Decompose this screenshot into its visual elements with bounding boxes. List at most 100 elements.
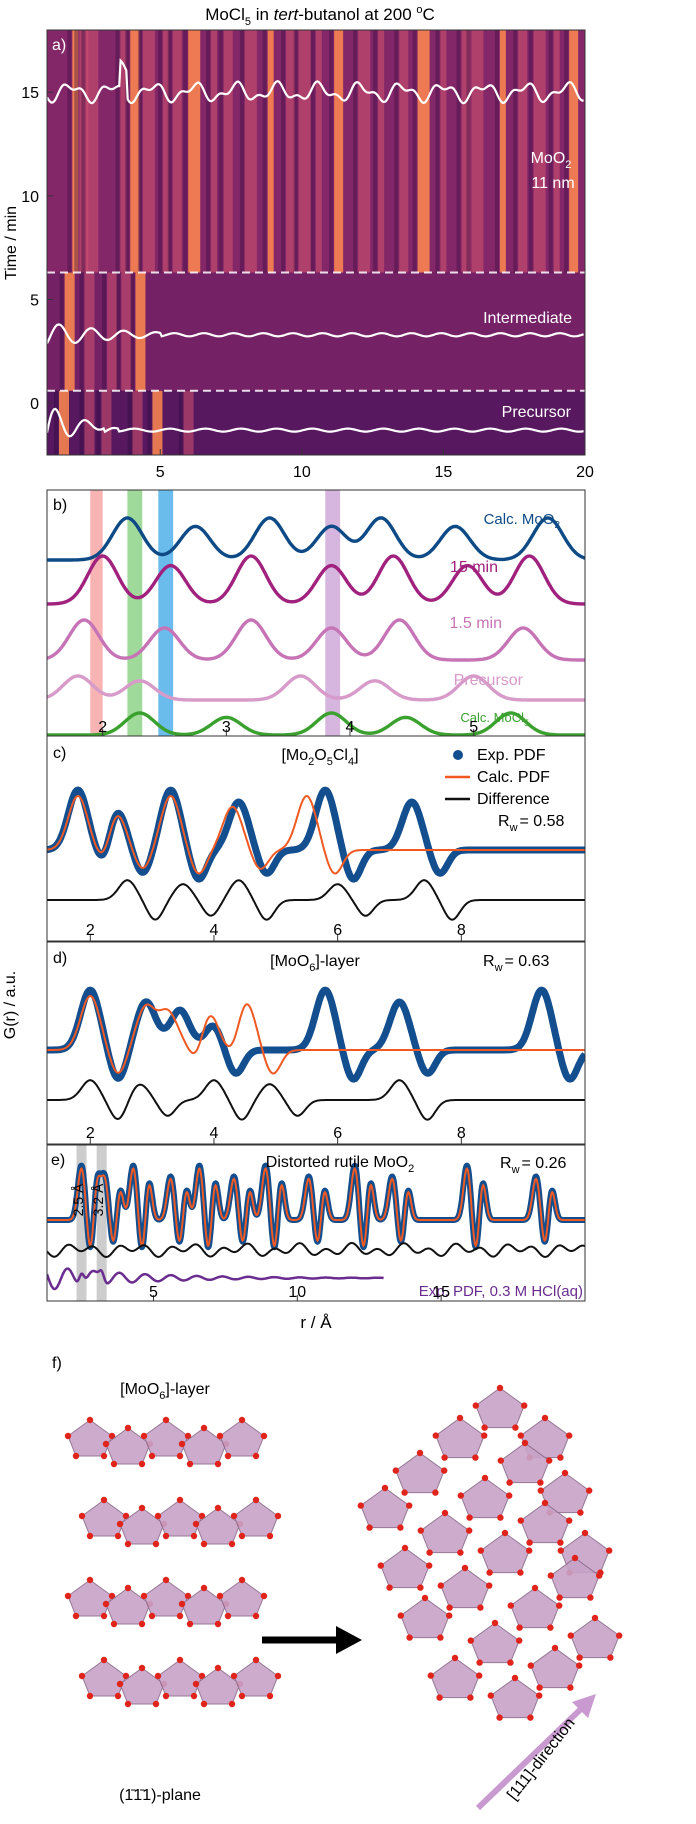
annotation-intermediate: Intermediate — [483, 310, 572, 327]
oxygen-atom — [476, 1672, 483, 1679]
curve-calc-moo2 — [47, 516, 585, 562]
oxygen-atom — [192, 1520, 200, 1528]
intensity-trough — [353, 30, 358, 273]
intensity-stripe — [101, 390, 112, 455]
intensity-trough — [329, 30, 334, 273]
oxygen-atom — [436, 1694, 443, 1701]
oxygen-atom — [72, 1612, 80, 1620]
intensity-stripe — [244, 30, 257, 273]
mo-octahedron — [143, 1419, 189, 1457]
panel-c-title: [Mo2O5Cl4] — [281, 747, 358, 768]
oxygen-atom — [506, 1479, 513, 1486]
oxygen-atom — [238, 1576, 246, 1584]
curve-exp-pdf — [47, 986, 585, 1083]
oxygen-atom — [186, 1620, 194, 1628]
intensity-stripe — [120, 30, 127, 273]
intensity-trough — [206, 30, 211, 273]
oxygen-atom — [476, 1659, 483, 1666]
oxygen-atom — [531, 1584, 539, 1592]
oxygen-atom — [154, 1672, 162, 1680]
oxygen-atom — [457, 1549, 464, 1556]
oxygen-atom — [86, 1576, 94, 1584]
oxygen-atom — [122, 1672, 130, 1680]
heatmap-overlays — [47, 58, 585, 438]
oxygen-atom — [148, 1452, 156, 1460]
intensity-stripe — [569, 30, 579, 273]
intensity-trough — [528, 30, 533, 273]
oxygen-atom — [238, 1532, 246, 1540]
plane-label: (1̄1̄1)-plane — [119, 1787, 201, 1804]
oxygen-atom — [252, 1452, 260, 1460]
oxygen-atom — [477, 1604, 484, 1611]
mo-octahedron — [520, 1502, 570, 1544]
y-tick-label: 10 — [21, 189, 39, 206]
oxygen-atom — [516, 1637, 523, 1644]
series-label-calc-mocl5: Calc. MoCl5 — [460, 710, 529, 728]
intensity-stripe — [553, 30, 560, 273]
curve-difference — [47, 1079, 585, 1121]
intensity-stripe — [358, 30, 371, 273]
panel-c-axis: 2 4 6 8 — [86, 922, 466, 941]
direction-arrow-head — [572, 1694, 596, 1718]
oxygen-atom — [417, 1584, 424, 1591]
oxygen-atom — [366, 1524, 373, 1531]
oxygen-atom — [140, 1592, 148, 1600]
heatmap-intensity-stripes — [47, 30, 585, 455]
oxygen-atom — [200, 1700, 208, 1708]
intensity-stripe — [135, 272, 146, 391]
oxygen-atom — [401, 1544, 409, 1552]
oxygen-atom — [252, 1656, 260, 1664]
y-axis-label-gr: G(r) / a.u. — [2, 971, 19, 1039]
legend-exp-pdf: Exp. PDF — [477, 747, 546, 764]
oxygen-atom — [507, 1602, 514, 1609]
intensity-trough — [137, 30, 142, 273]
panel-e-rw: Rw = 0.26 — [500, 1155, 567, 1176]
oxygen-atom — [566, 1432, 573, 1439]
intensity-trough — [262, 30, 267, 273]
oxygen-atom — [162, 1576, 170, 1584]
oxygen-atom — [557, 1454, 564, 1461]
oxygen-atom — [397, 1524, 404, 1531]
oxygen-atom — [541, 1499, 549, 1507]
oxygen-atom — [102, 1600, 110, 1608]
oxygen-atom — [591, 1614, 599, 1622]
oxygen-atom — [546, 1457, 553, 1464]
oxygen-atom — [576, 1654, 583, 1661]
intensity-trough — [564, 30, 569, 273]
oxygen-atom — [230, 1672, 238, 1680]
intensity-stripe — [223, 30, 233, 273]
x-tick-label: 8 — [457, 1125, 466, 1142]
oxygen-atom — [586, 1487, 593, 1494]
oxygen-atom — [228, 1700, 236, 1708]
panel-d: d) [MoO6]-layer Rw = 0.63 2 4 6 8 G(r) / a.u… — [2, 941, 586, 1145]
mo-octahedron — [480, 1532, 530, 1574]
intensity-trough — [281, 30, 286, 273]
intensity-stripe — [86, 30, 99, 273]
mo-octahedron — [475, 1387, 525, 1429]
oxygen-atom — [501, 1529, 509, 1537]
oxygen-atom — [238, 1416, 246, 1424]
oxygen-atom — [224, 1452, 232, 1460]
oxygen-atom — [472, 1454, 479, 1461]
oxygen-atom — [446, 1612, 453, 1619]
oxygen-atom — [481, 1474, 489, 1482]
intensity-trough — [127, 390, 132, 455]
mo-octahedron — [157, 1659, 203, 1697]
highlight-band — [127, 490, 143, 736]
oxygen-atom — [527, 1714, 534, 1721]
oxygen-atom — [78, 1672, 86, 1680]
intensity-stripe — [58, 390, 69, 455]
intensity-stripe — [471, 30, 484, 273]
direction-arrow — [475, 1694, 596, 1811]
oxygen-atom — [441, 1509, 449, 1517]
oxygen-atom — [497, 1514, 504, 1521]
panel-a: a) MoO2 11 nm Intermediate Precursor 5 10… — [3, 29, 594, 481]
oxygen-atom — [176, 1452, 184, 1460]
oxygen-atom — [274, 1512, 282, 1520]
intensity-trough — [74, 30, 79, 273]
x-tick-label: 2 — [98, 719, 107, 736]
curve-calc-pdf — [47, 1167, 585, 1248]
oxygen-atom — [607, 1654, 614, 1661]
curve-1-5-min — [47, 618, 585, 662]
mo-octahedron — [233, 1499, 279, 1537]
